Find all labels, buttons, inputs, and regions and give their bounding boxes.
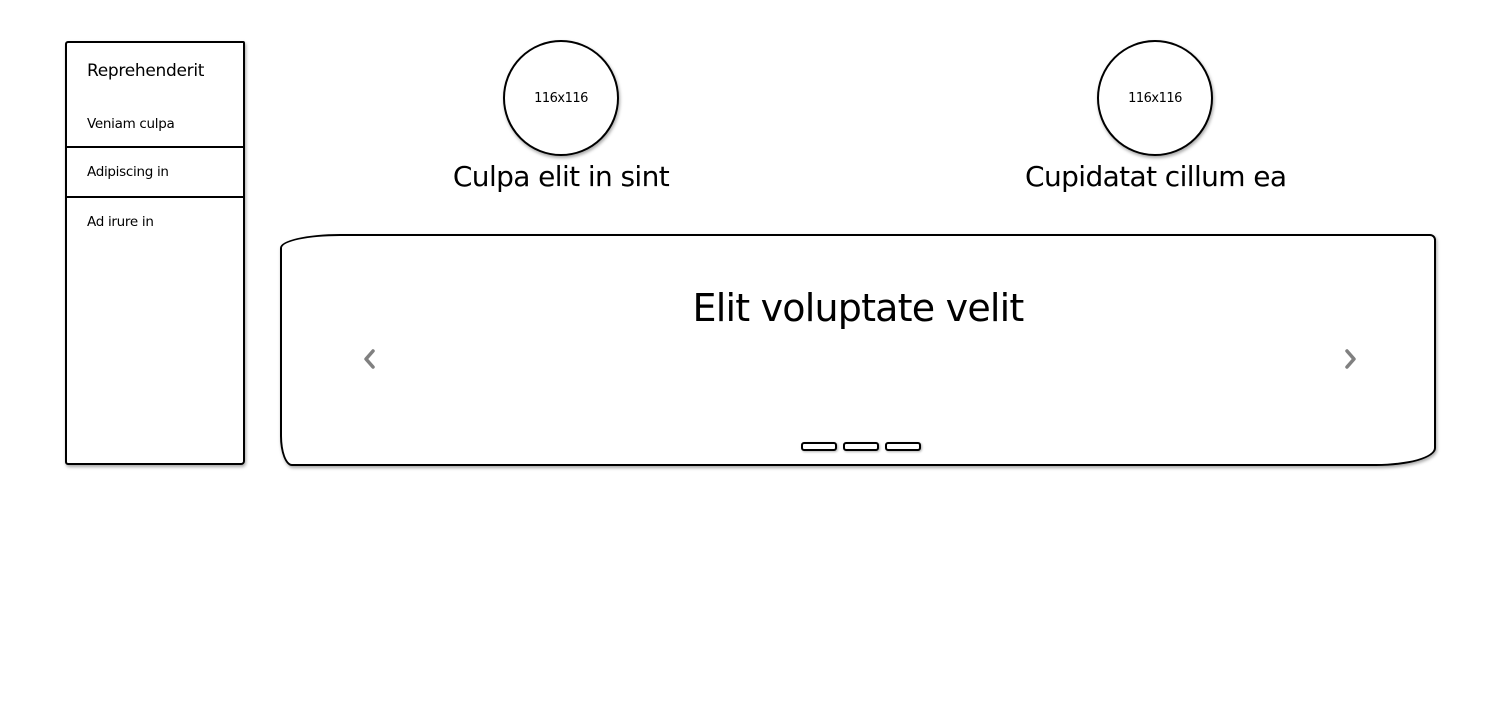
avatar-placeholder-text: 116x116: [534, 90, 588, 106]
avatar: 116x116: [1097, 40, 1213, 156]
profile-card-left: 116x116 Culpa elit in sint: [431, 40, 691, 193]
carousel-prev-button[interactable]: [358, 344, 382, 374]
chevron-left-icon: [364, 349, 375, 369]
avatar-placeholder-text: 116x116: [1128, 90, 1182, 106]
sidebar-item-adipiscing-in[interactable]: Adipiscing in: [67, 148, 243, 198]
sidebar-item-label: Adipiscing in: [87, 164, 169, 180]
sidebar-item-label: Ad irure in: [87, 214, 154, 230]
sidebar-item-label: Veniam culpa: [87, 116, 175, 132]
carousel-next-button[interactable]: [1338, 344, 1362, 374]
carousel-indicator-1[interactable]: [801, 442, 837, 451]
carousel-indicator-3[interactable]: [885, 442, 921, 451]
carousel-slide-title: Elit voluptate velit: [692, 286, 1024, 330]
chevron-right-icon: [1345, 349, 1356, 369]
carousel: Elit voluptate velit: [280, 234, 1436, 466]
avatar: 116x116: [503, 40, 619, 156]
avatar-caption: Culpa elit in sint: [452, 160, 670, 193]
profile-card-right: 116x116 Cupidatat cillum ea: [1025, 40, 1287, 193]
sidebar: Reprehenderit Veniam culpa Adipiscing in…: [65, 41, 245, 465]
carousel-indicator-2[interactable]: [843, 442, 879, 451]
sidebar-item-veniam-culpa[interactable]: Veniam culpa: [67, 98, 243, 148]
avatar-caption: Cupidatat cillum ea: [1025, 160, 1287, 193]
sidebar-item-ad-irure-in[interactable]: Ad irure in: [67, 198, 243, 248]
sidebar-title: Reprehenderit: [87, 61, 205, 81]
carousel-indicators: [801, 442, 921, 451]
